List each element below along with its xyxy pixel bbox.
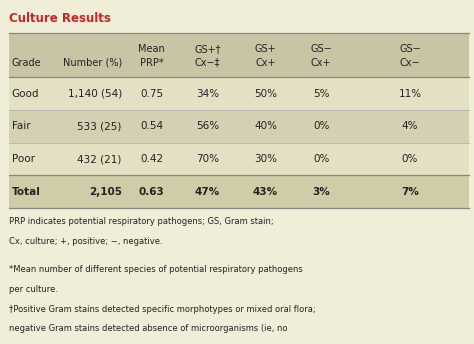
Text: per culture.: per culture. bbox=[9, 284, 58, 293]
Text: 0%: 0% bbox=[402, 154, 418, 164]
Text: Fair: Fair bbox=[12, 121, 30, 131]
Text: 4%: 4% bbox=[402, 121, 418, 131]
Text: Cx−‡: Cx−‡ bbox=[195, 57, 220, 68]
Text: 0.63: 0.63 bbox=[139, 187, 164, 197]
Text: Poor: Poor bbox=[12, 154, 35, 164]
Text: Culture Results: Culture Results bbox=[9, 12, 111, 25]
Text: negative Gram stains detected absence of microorganisms (ie, no: negative Gram stains detected absence of… bbox=[9, 324, 288, 333]
Text: GS+†: GS+† bbox=[194, 44, 220, 54]
Text: 56%: 56% bbox=[196, 121, 219, 131]
Text: 50%: 50% bbox=[254, 89, 277, 99]
Text: GS−: GS− bbox=[399, 44, 421, 54]
Bar bbox=[9, 33, 469, 77]
Text: GS+: GS+ bbox=[255, 44, 276, 54]
Text: 1,140 (54): 1,140 (54) bbox=[68, 89, 122, 99]
Text: Number (%): Number (%) bbox=[63, 57, 122, 68]
Text: 7%: 7% bbox=[401, 187, 419, 197]
Text: 0.54: 0.54 bbox=[140, 121, 163, 131]
Text: 5%: 5% bbox=[313, 89, 329, 99]
Text: 47%: 47% bbox=[195, 187, 220, 197]
Text: Total: Total bbox=[12, 187, 41, 197]
Text: Cx−: Cx− bbox=[400, 57, 420, 68]
Text: Cx, culture; +, positive; −, negative.: Cx, culture; +, positive; −, negative. bbox=[9, 237, 163, 246]
Text: 0%: 0% bbox=[313, 154, 329, 164]
Text: 34%: 34% bbox=[196, 89, 219, 99]
Text: 43%: 43% bbox=[253, 187, 278, 197]
Text: 11%: 11% bbox=[399, 89, 421, 99]
Bar bbox=[9, 77, 469, 110]
Bar bbox=[9, 175, 469, 208]
Text: Cx+: Cx+ bbox=[311, 57, 331, 68]
Text: 432 (21): 432 (21) bbox=[77, 154, 122, 164]
Text: Mean: Mean bbox=[138, 44, 165, 54]
Text: 2,105: 2,105 bbox=[89, 187, 122, 197]
Text: PRP indicates potential respiratory pathogens; GS, Gram stain;: PRP indicates potential respiratory path… bbox=[9, 217, 274, 226]
Text: 30%: 30% bbox=[254, 154, 277, 164]
Text: 40%: 40% bbox=[254, 121, 277, 131]
Text: †Positive Gram stains detected specific morphotypes or mixed oral flora;: †Positive Gram stains detected specific … bbox=[9, 304, 316, 313]
Text: 70%: 70% bbox=[196, 154, 219, 164]
Text: Good: Good bbox=[12, 89, 39, 99]
Text: *Mean number of different species of potential respiratory pathogens: *Mean number of different species of pot… bbox=[9, 265, 303, 273]
Bar bbox=[9, 110, 469, 143]
Text: 533 (25): 533 (25) bbox=[77, 121, 122, 131]
Text: Grade: Grade bbox=[12, 57, 42, 68]
Text: 3%: 3% bbox=[312, 187, 330, 197]
Text: 0.42: 0.42 bbox=[140, 154, 163, 164]
Bar bbox=[9, 143, 469, 175]
Text: 0.75: 0.75 bbox=[140, 89, 163, 99]
Text: PRP*: PRP* bbox=[140, 57, 164, 68]
Text: 0%: 0% bbox=[313, 121, 329, 131]
Text: Cx+: Cx+ bbox=[255, 57, 276, 68]
Text: GS−: GS− bbox=[310, 44, 332, 54]
